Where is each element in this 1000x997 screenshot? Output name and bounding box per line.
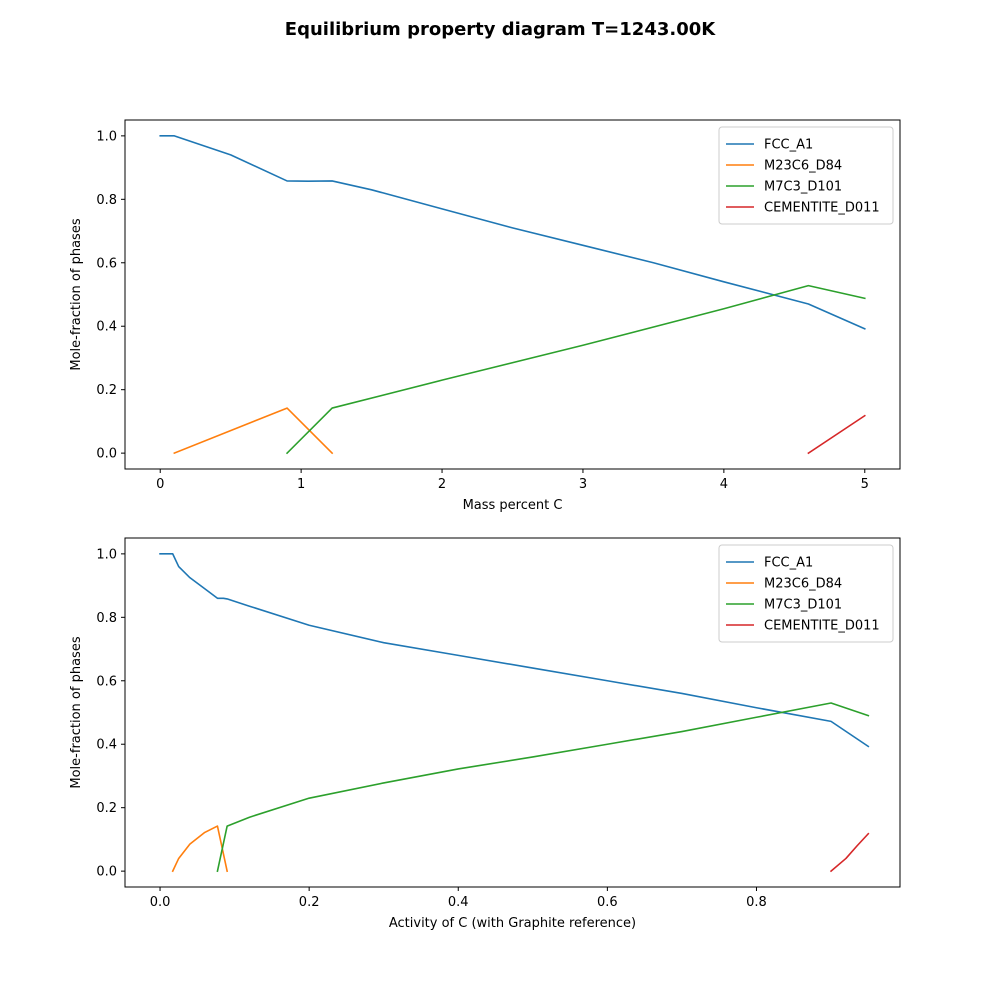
legend-entry: CEMENTITE_D011 bbox=[764, 619, 880, 634]
x-tick-label: 1 bbox=[297, 477, 305, 492]
y-tick-label: 1.0 bbox=[96, 129, 117, 144]
series-line-m23c6-d84 bbox=[171, 825, 229, 873]
x-tick-label: 3 bbox=[579, 477, 587, 492]
plot-lines bbox=[159, 553, 870, 873]
legend-entry: FCC_A1 bbox=[764, 556, 813, 571]
x-tick-label: 5 bbox=[861, 477, 869, 492]
legend-entry: M23C6_D84 bbox=[764, 577, 842, 592]
legend-box bbox=[718, 126, 894, 225]
series-line-m23c6-d84 bbox=[173, 407, 334, 455]
legend-entry: CEMENTITE_D011 bbox=[764, 201, 880, 216]
figure-title: Equilibrium property diagram T=1243.00K bbox=[285, 19, 716, 40]
legend: FCC_A1 M23C6_D84 M7C3_D101 CEMENTITE_D011 bbox=[718, 126, 894, 225]
chart-mass-percent: 0 1 2 3 4 5 0.0 0.2 0.4 0.6 0.8 1.0 Mass percent C Mo… bbox=[69, 119, 901, 513]
x-tick-label: 0.4 bbox=[448, 895, 469, 910]
axes-frame bbox=[124, 537, 901, 888]
x-tick-label: 4 bbox=[720, 477, 728, 492]
legend-entry: FCC_A1 bbox=[764, 138, 813, 153]
plot-lines bbox=[159, 135, 866, 455]
x-tick-label: 0.6 bbox=[597, 895, 618, 910]
y-tick-label: 0.2 bbox=[96, 801, 117, 816]
x-tick-label: 2 bbox=[438, 477, 446, 492]
y-tick-label: 0.0 bbox=[96, 447, 117, 462]
y-tick-label: 1.0 bbox=[96, 547, 117, 562]
series-line-m7c3-d101 bbox=[216, 702, 870, 873]
series-line-m7c3-d101 bbox=[285, 284, 866, 455]
y-axis-label: Mole-fraction of phases bbox=[69, 636, 84, 788]
legend-entry: M7C3_D101 bbox=[764, 598, 842, 613]
x-tick-label: 0 bbox=[156, 477, 164, 492]
series-line-cementite-d011 bbox=[829, 832, 870, 873]
legend: FCC_A1 M23C6_D84 M7C3_D101 CEMENTITE_D011 bbox=[718, 544, 894, 643]
chart-activity: 0.0 0.2 0.4 0.6 0.8 0.0 0.2 0.4 0.6 0.8 1.0 Activit… bbox=[69, 537, 901, 931]
legend-box bbox=[718, 544, 894, 643]
y-tick-label: 0.4 bbox=[96, 738, 117, 753]
x-tick-label: 0.2 bbox=[299, 895, 320, 910]
series-line-fcc-a1 bbox=[159, 553, 870, 748]
x-axis-label: Activity of C (with Graphite reference) bbox=[389, 916, 636, 931]
y-tick-label: 0.2 bbox=[96, 383, 117, 398]
series-line-fcc-a1 bbox=[159, 135, 866, 330]
x-tick-label: 0.0 bbox=[150, 895, 171, 910]
axes-frame bbox=[124, 119, 901, 470]
y-tick-label: 0.8 bbox=[96, 611, 117, 626]
y-tick-label: 0.0 bbox=[96, 865, 117, 880]
y-tick-label: 0.6 bbox=[96, 256, 117, 271]
x-axis-label: Mass percent C bbox=[463, 498, 563, 513]
series-line-cementite-d011 bbox=[807, 414, 866, 455]
y-tick-label: 0.8 bbox=[96, 193, 117, 208]
y-tick-label: 0.4 bbox=[96, 320, 117, 335]
y-axis-label: Mole-fraction of phases bbox=[69, 218, 84, 370]
legend-entry: M7C3_D101 bbox=[764, 180, 842, 195]
y-tick-label: 0.6 bbox=[96, 674, 117, 689]
x-tick-label: 0.8 bbox=[746, 895, 767, 910]
legend-entry: M23C6_D84 bbox=[764, 159, 842, 174]
